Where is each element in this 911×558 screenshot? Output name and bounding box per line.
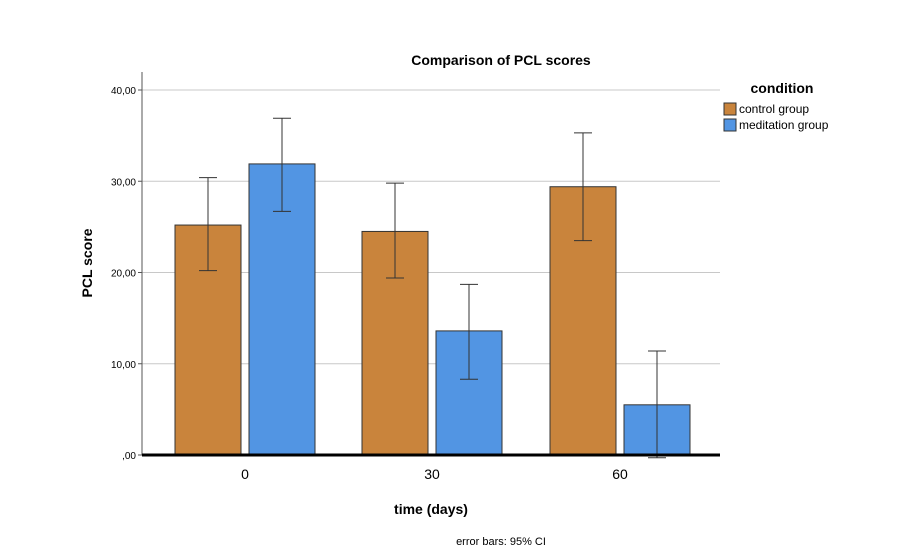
legend-label: meditation group bbox=[739, 118, 829, 132]
legend-swatch bbox=[723, 102, 737, 116]
x-tick-label: 30 bbox=[424, 466, 440, 482]
y-tick-label: 30,00 bbox=[111, 177, 136, 188]
footnote: error bars: 95% CI bbox=[456, 536, 546, 548]
x-tick-label: 60 bbox=[612, 466, 628, 482]
legend-swatch bbox=[723, 118, 737, 132]
y-tick-label: ,00 bbox=[122, 451, 136, 462]
y-tick-label: 40,00 bbox=[111, 86, 136, 97]
legend-title: condition bbox=[751, 80, 814, 96]
x-axis-label: time (days) bbox=[394, 501, 468, 517]
y-axis-label: PCL score bbox=[79, 228, 95, 297]
chart-title: Comparison of PCL scores bbox=[411, 52, 591, 68]
x-tick-label: 0 bbox=[241, 466, 249, 482]
bar-meditation-group-0 bbox=[248, 163, 316, 456]
y-tick-label: 10,00 bbox=[111, 360, 136, 371]
y-tick-label: 20,00 bbox=[111, 269, 136, 280]
legend-label: control group bbox=[739, 102, 809, 116]
